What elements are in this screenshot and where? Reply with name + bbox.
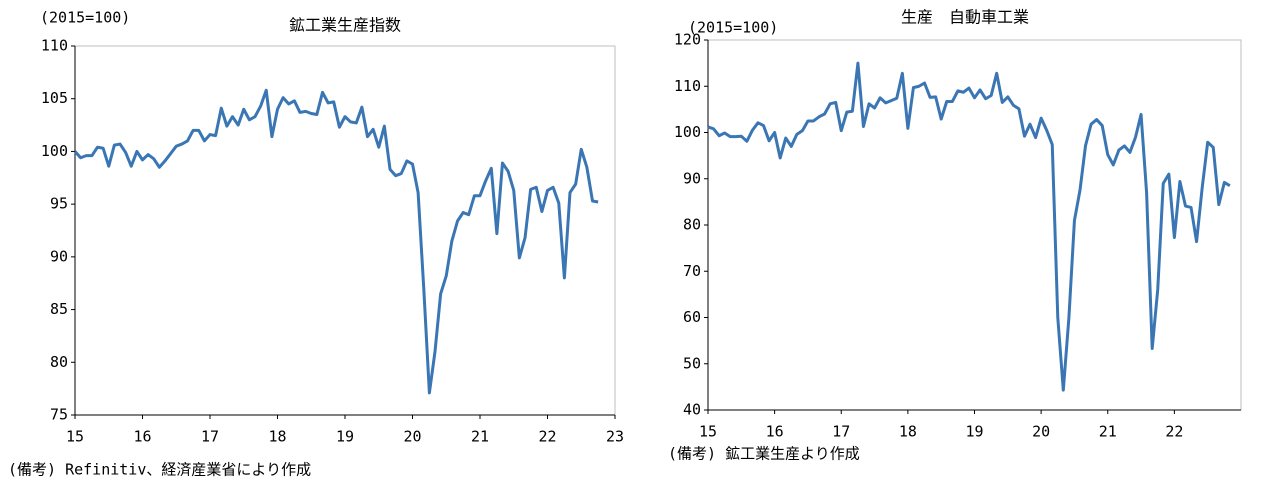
y-tick-label: 90 (50, 247, 68, 265)
series-line (73, 88, 599, 395)
x-tick-label: 16 (133, 428, 151, 446)
y-unit-label: (2015=100) (688, 19, 778, 37)
x-tick-label: 22 (1165, 423, 1183, 441)
y-tick-label: 85 (50, 300, 68, 318)
y-tick-label: 70 (683, 262, 701, 280)
x-tick-label: 22 (538, 428, 556, 446)
series-line (707, 61, 1231, 392)
y-tick-label: 100 (41, 142, 68, 160)
y-tick-label: 110 (41, 37, 68, 55)
y-tick-label: 80 (683, 216, 701, 234)
chart-title: 鉱工業生産指数 (289, 16, 401, 35)
y-tick-label: 75 (50, 406, 68, 424)
x-tick-label: 18 (268, 428, 286, 446)
y-tick-label: 50 (683, 354, 701, 372)
x-tick-label: 19 (965, 423, 983, 441)
x-tick-label: 15 (699, 423, 717, 441)
y-tick-label: 40 (683, 401, 701, 419)
y-tick-label: 120 (674, 31, 701, 49)
y-tick-label: 110 (674, 77, 701, 95)
plot-frame (74, 45, 616, 416)
y-tick-label: 90 (683, 169, 701, 187)
y-tick-label: 60 (683, 308, 701, 326)
note: (備考) Refinitiv、経済産業省により作成 (8, 461, 311, 479)
note: (備考) 鉱工業生産より作成 (668, 445, 860, 463)
x-tick-label: 20 (403, 428, 421, 446)
x-tick-label: 21 (1099, 423, 1117, 441)
x-tick-label: 20 (1032, 423, 1050, 441)
y-unit-label: (2015=100) (40, 9, 130, 27)
y-tick-label: 100 (674, 123, 701, 141)
y-tick-label: 105 (41, 89, 68, 107)
chart-title: 生産 自動車工業 (901, 8, 1029, 27)
x-tick-label: 17 (832, 423, 850, 441)
x-tick-label: 19 (336, 428, 354, 446)
x-tick-label: 18 (899, 423, 917, 441)
x-tick-label: 15 (66, 428, 84, 446)
x-tick-label: 17 (201, 428, 219, 446)
x-tick-label: 21 (471, 428, 489, 446)
x-tick-label: 16 (766, 423, 784, 441)
x-tick-label: 23 (606, 428, 624, 446)
y-tick-label: 95 (50, 195, 68, 213)
y-tick-label: 80 (50, 353, 68, 371)
